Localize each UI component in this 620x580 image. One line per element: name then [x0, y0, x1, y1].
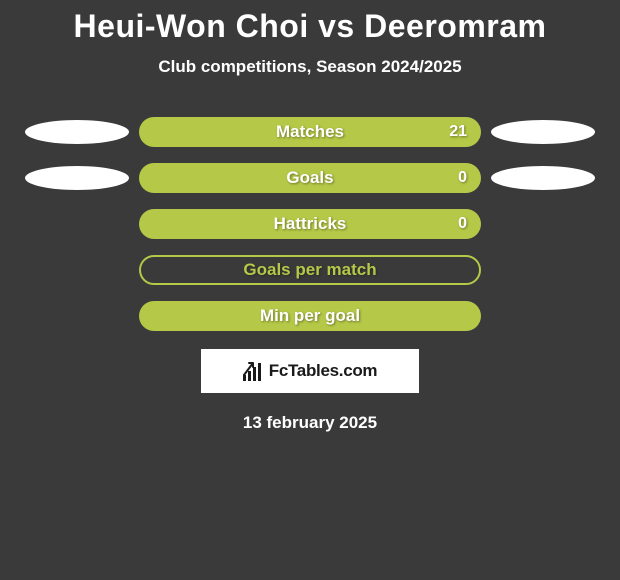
stat-row-goals-per-match: Goals per match	[0, 255, 620, 285]
subtitle: Club competitions, Season 2024/2025	[0, 57, 620, 77]
stat-label: Min per goal	[260, 306, 360, 326]
stat-bar: Min per goal	[139, 301, 481, 331]
stat-row-matches: Matches 21	[0, 117, 620, 147]
spacer	[491, 258, 595, 282]
stat-bar: Goals 0	[139, 163, 481, 193]
logo-text: FcTables.com	[269, 361, 378, 381]
stats-section: Matches 21 Goals 0 Hattricks 0 Goal	[0, 117, 620, 331]
spacer	[491, 304, 595, 328]
right-value-ellipse	[491, 120, 595, 144]
stat-label: Matches	[276, 122, 344, 142]
spacer	[25, 304, 129, 328]
stat-label: Goals per match	[243, 260, 376, 280]
spacer	[25, 212, 129, 236]
stat-label: Goals	[286, 168, 333, 188]
left-value-ellipse	[25, 166, 129, 190]
stat-row-hattricks: Hattricks 0	[0, 209, 620, 239]
date-label: 13 february 2025	[0, 413, 620, 433]
stat-bar: Goals per match	[139, 255, 481, 285]
stat-row-min-per-goal: Min per goal	[0, 301, 620, 331]
stat-value: 0	[458, 215, 467, 233]
spacer	[25, 258, 129, 282]
right-value-ellipse	[491, 166, 595, 190]
stat-bar: Hattricks 0	[139, 209, 481, 239]
logo: FcTables.com	[243, 361, 378, 381]
stat-label: Hattricks	[274, 214, 347, 234]
stat-value: 21	[449, 123, 467, 141]
spacer	[491, 212, 595, 236]
stat-row-goals: Goals 0	[0, 163, 620, 193]
stat-bar: Matches 21	[139, 117, 481, 147]
stat-value: 0	[458, 169, 467, 187]
page-title: Heui-Won Choi vs Deeromram	[0, 8, 620, 45]
logo-arrow-icon	[243, 357, 257, 379]
left-value-ellipse	[25, 120, 129, 144]
logo-box: FcTables.com	[201, 349, 419, 393]
